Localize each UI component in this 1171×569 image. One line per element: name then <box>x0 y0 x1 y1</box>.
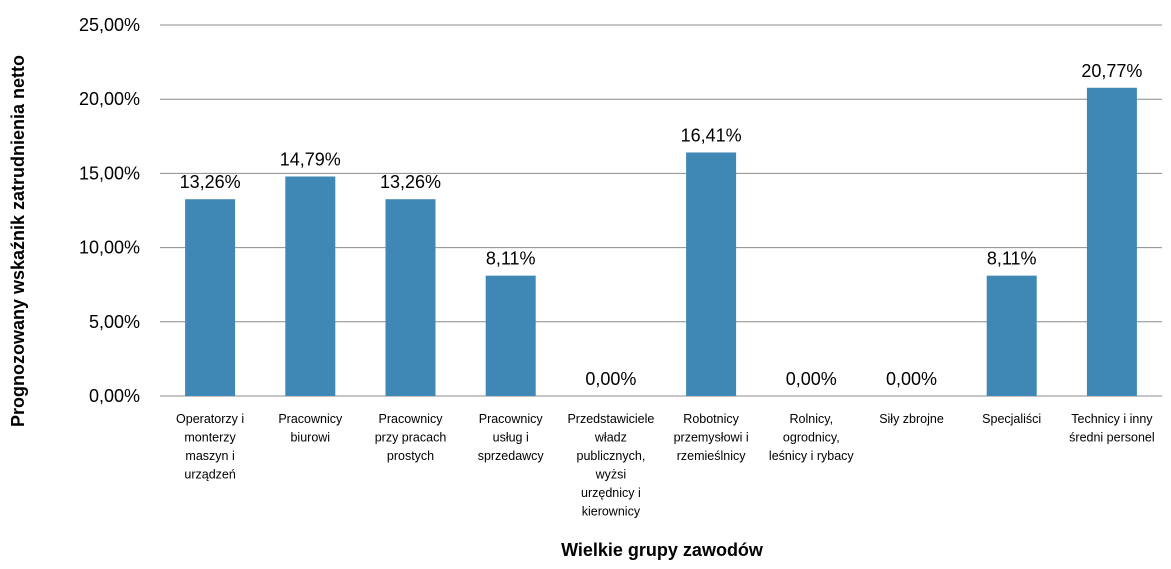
y-axis-title: Prognozowany wskaźnik zatrudnienia netto <box>8 55 28 427</box>
data-label: 13,26% <box>380 172 441 192</box>
x-tick-label: Siły zbrojne <box>879 412 944 426</box>
y-axis-tick-labels: 0,00% 5,00% 10,00% 15,00% 20,00% 25,00% <box>79 15 140 406</box>
data-label: 0,00% <box>886 369 937 389</box>
y-tick-label: 20,00% <box>79 89 140 109</box>
data-labels: 13,26% 14,79% 13,26% 8,11% 0,00% 16,41% 0,00% 0… <box>180 61 1143 389</box>
bar <box>1086 87 1137 397</box>
data-label: 0,00% <box>585 369 636 389</box>
x-tick-label: Przedstawiciele władz publicznych, wyżsi urz… <box>567 412 654 519</box>
data-label: 20,77% <box>1081 61 1142 81</box>
x-axis-title: Wielkie grupy zawodów <box>561 540 764 560</box>
x-tick-label: Pracownicy usług i sprzedawcy <box>478 412 545 463</box>
data-label: 16,41% <box>681 125 742 145</box>
data-label: 8,11% <box>987 249 1037 269</box>
x-tick-label: Pracownicy biurowi <box>278 412 343 445</box>
x-tick-label: Robotnicy przemysłowi i rzemieślnicy <box>674 412 749 463</box>
y-tick-label: 15,00% <box>79 163 140 183</box>
data-label: 0,00% <box>786 369 837 389</box>
y-tick-label: 25,00% <box>79 15 140 35</box>
x-tick-label: Specjaliści <box>982 412 1041 426</box>
data-label: 13,26% <box>180 172 241 192</box>
bar <box>986 275 1037 396</box>
x-tick-label: Operatorzy i monterzy maszyn i urządzeń <box>176 412 244 482</box>
bar <box>185 199 236 396</box>
x-axis-category-labels: Operatorzy i monterzy maszyn i urządzeń Prac… <box>176 412 1155 519</box>
y-tick-label: 0,00% <box>89 386 140 406</box>
bar <box>686 152 737 396</box>
data-label: 8,11% <box>486 249 536 269</box>
x-tick-label: Technicy i inny średni personel <box>1069 412 1154 445</box>
x-tick-label: Pracownicy przy pracach prostych <box>375 412 447 463</box>
x-tick-label: Rolnicy, ogrodnicy, leśnicy i rybacy <box>769 412 854 463</box>
bar <box>285 176 336 396</box>
bar <box>485 275 536 396</box>
bars <box>185 87 1137 397</box>
data-label: 14,79% <box>280 150 341 170</box>
bar <box>385 199 436 396</box>
y-tick-label: 5,00% <box>89 312 140 332</box>
y-tick-label: 10,00% <box>79 238 140 258</box>
